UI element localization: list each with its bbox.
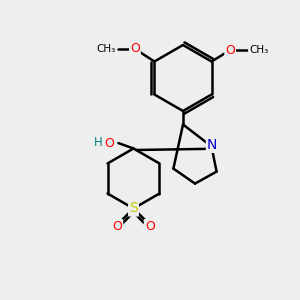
Text: N: N [207, 138, 217, 152]
Text: S: S [129, 202, 138, 215]
Text: O: O [130, 42, 140, 56]
Text: H: H [94, 136, 103, 149]
Text: CH₃: CH₃ [249, 45, 268, 55]
Text: CH₃: CH₃ [97, 44, 116, 54]
Text: O: O [104, 136, 114, 150]
Text: O: O [112, 220, 122, 233]
Text: O: O [225, 44, 235, 57]
Text: O: O [145, 220, 154, 233]
